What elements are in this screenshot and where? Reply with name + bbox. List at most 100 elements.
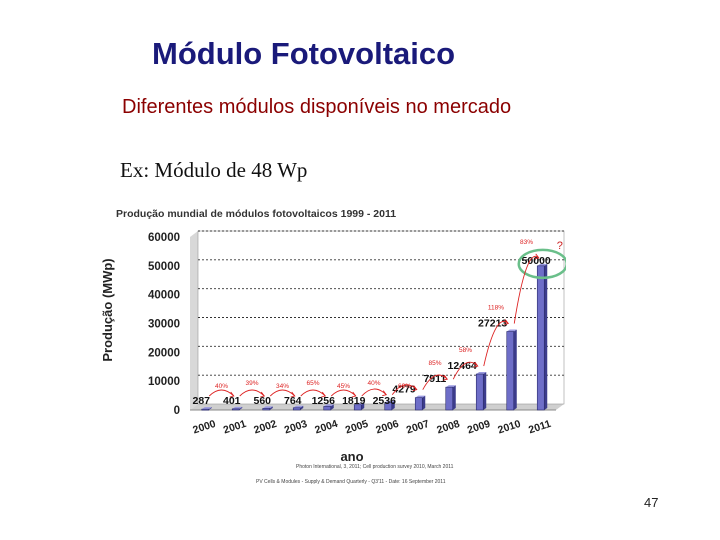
growth-arrowhead: [412, 385, 418, 392]
growth-label: 65%: [306, 380, 319, 387]
bar: [445, 386, 454, 411]
growth-arrow: [330, 389, 357, 397]
y-tick-label: 0: [174, 405, 180, 417]
bar-side: [330, 404, 334, 410]
growth-arrow: [239, 389, 265, 397]
bar-side: [391, 400, 395, 410]
x-tick-label: 2000: [191, 418, 217, 437]
plot-area: 0 10000 20000 30000 40000 50000 60000 287 2000 40…: [148, 230, 568, 437]
x-tick-label: 2001: [222, 418, 248, 437]
y-tick-label: 50000: [148, 261, 180, 273]
growth-label: 83%: [520, 239, 533, 246]
y-axis-label: Produção (MWp): [100, 258, 115, 361]
x-axis-label: ano: [340, 449, 363, 464]
bar: [323, 406, 332, 411]
bar-side: [452, 385, 456, 410]
slide-title: Módulo Fotovoltaico: [152, 36, 456, 71]
bar-top: [384, 400, 395, 403]
growth-arrowhead: [382, 390, 388, 397]
bar-side: [483, 372, 487, 410]
value-label: 287: [192, 395, 210, 407]
growth-arrowhead: [229, 391, 235, 398]
bar-top: [476, 372, 487, 375]
x-tick-label: 2003: [283, 418, 309, 437]
bar: [414, 397, 423, 411]
bar: [353, 404, 362, 411]
growth-arrow: [300, 389, 326, 397]
bar-top: [445, 385, 456, 388]
bar-top: [506, 329, 517, 332]
growth-label: 40%: [215, 383, 228, 390]
bar-side: [208, 407, 212, 410]
bar-side: [422, 395, 426, 410]
growth-arrowhead: [504, 319, 510, 325]
growth-arrowhead: [321, 391, 327, 398]
bar: [384, 402, 393, 411]
bar-top: [262, 406, 273, 409]
forecast-question-mark: ?: [557, 240, 563, 252]
y-tick-label: 30000: [148, 319, 180, 331]
growth-arrow: [452, 361, 479, 380]
growth-arrowhead: [534, 253, 540, 260]
slide-subtitle: Diferentes módulos disponíveis no mercad…: [122, 96, 512, 118]
bar: [201, 408, 210, 411]
bar-top: [354, 402, 365, 405]
value-label: 764: [284, 395, 302, 407]
growth-label: 45%: [337, 383, 350, 390]
growth-label: 118%: [488, 305, 504, 312]
growth-arrowhead: [443, 374, 449, 381]
chart-svg: Produção mundial de módulos fotovoltaico…: [100, 208, 568, 485]
x-tick-label: 2005: [344, 418, 370, 437]
bar-top: [232, 406, 243, 409]
bar-top: [293, 405, 304, 408]
bar-top: [415, 395, 426, 398]
x-tick-label: 2010: [496, 418, 522, 437]
bar-side: [269, 406, 273, 410]
y-tick-label: 40000: [148, 290, 180, 302]
value-label: 2536: [373, 395, 397, 407]
bar-side: [544, 263, 548, 410]
plot-floor: [190, 404, 564, 410]
growth-arrowhead: [473, 361, 479, 368]
bar: [262, 408, 271, 411]
value-label: 50000: [522, 255, 551, 267]
bar: [475, 373, 484, 411]
growth-arrowhead: [260, 391, 266, 398]
value-label: 1256: [312, 395, 336, 407]
growth-label: 69%: [398, 383, 411, 390]
growth-arrow: [208, 389, 235, 397]
x-tick-label: 2008: [435, 418, 461, 437]
x-tick-label: 2011: [527, 418, 553, 437]
source-note-1: Photon International, 3, 2011; Cell prod…: [296, 464, 454, 470]
y-tick-label: 60000: [148, 232, 180, 244]
x-tick-label: 2006: [374, 418, 400, 437]
bar: [506, 331, 515, 411]
page-number: 47: [644, 495, 659, 510]
source-note-2: PV Cells & Modules - Supply & Demand Qua…: [256, 479, 446, 485]
chart-title: Produção mundial de módulos fotovoltaico…: [116, 208, 396, 220]
x-tick-label: 2002: [252, 418, 278, 437]
x-tick-label: 2004: [313, 418, 339, 437]
growth-label: 39%: [245, 380, 258, 387]
production-chart: Produção mundial de módulos fotovoltaico…: [96, 200, 568, 490]
bar-top: [323, 404, 334, 407]
value-label: 1819: [342, 395, 366, 407]
value-label: 27213: [478, 318, 507, 330]
bar: [231, 408, 240, 411]
bar-side: [361, 402, 365, 410]
growth-arrow: [269, 389, 296, 397]
bar: [292, 407, 301, 411]
growth-label: 34%: [276, 383, 289, 390]
growth-arrow: [422, 374, 448, 390]
bar: [536, 265, 545, 411]
x-tick-label: 2007: [405, 418, 431, 437]
bar-side: [239, 406, 243, 410]
bar-side: [300, 405, 304, 410]
growth-arrow: [391, 384, 418, 395]
growth-label: 58%: [459, 347, 472, 354]
growth-arrow: [483, 321, 509, 367]
value-label: 4279: [392, 384, 416, 396]
bar-top: [537, 263, 548, 266]
growth-arrow: [361, 388, 387, 397]
value-label: 401: [223, 395, 241, 407]
